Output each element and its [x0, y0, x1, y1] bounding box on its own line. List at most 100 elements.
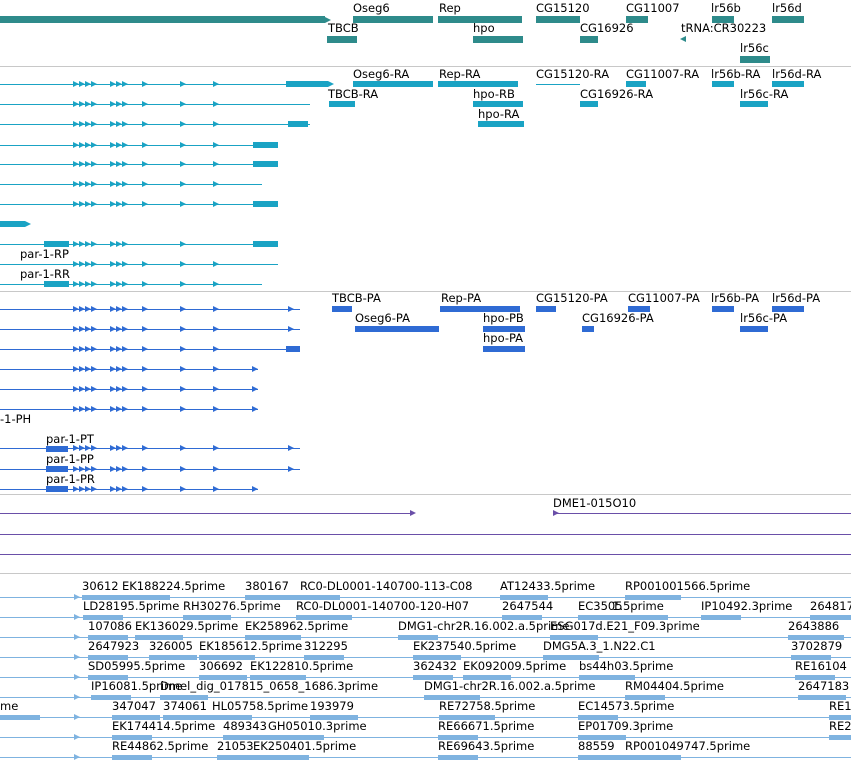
est-block[interactable]	[91, 695, 131, 700]
est-block[interactable]	[88, 655, 128, 660]
est-block[interactable]	[413, 655, 461, 660]
est-label[interactable]: 2648172	[810, 599, 851, 613]
est-label[interactable]: EC3505	[578, 599, 623, 613]
est-block[interactable]	[500, 595, 548, 600]
transcript-line[interactable]	[0, 145, 278, 146]
exon-block[interactable]	[0, 221, 25, 227]
transcript-line[interactable]	[0, 164, 278, 165]
est-block[interactable]	[199, 655, 255, 660]
est-label[interactable]: RE44862.5prime	[112, 739, 209, 753]
protein-line[interactable]	[0, 448, 300, 449]
gene-label[interactable]: TBCB	[328, 21, 359, 35]
est-label[interactable]: EK185612.5prime	[199, 639, 303, 653]
exon-block[interactable]	[46, 446, 68, 452]
protein-label[interactable]: Rep-PA	[441, 291, 482, 305]
clone-line[interactable]	[553, 513, 851, 514]
est-block[interactable]	[463, 675, 511, 680]
est-block[interactable]	[439, 715, 495, 720]
exon-block[interactable]	[740, 101, 768, 107]
est-label[interactable]: DMG1-chr2R.16.002.a.5prime	[398, 619, 570, 633]
est-block[interactable]	[88, 635, 128, 640]
exon-block[interactable]	[253, 142, 278, 148]
est-label[interactable]: IP10492.3prime	[701, 599, 793, 613]
est-block[interactable]	[625, 695, 665, 700]
exon-block[interactable]	[44, 241, 69, 247]
est-label[interactable]: 107086	[88, 619, 132, 633]
est-block[interactable]	[160, 695, 208, 700]
exon-block[interactable]	[483, 346, 525, 352]
est-label[interactable]: RH30276.5prime	[183, 599, 281, 613]
gene-bar[interactable]	[626, 16, 648, 23]
exon-block[interactable]	[582, 326, 594, 332]
est-label[interactable]: me	[0, 699, 19, 713]
est-label[interactable]: 3702879	[791, 639, 843, 653]
est-block[interactable]	[578, 735, 626, 740]
protein-line[interactable]	[0, 349, 300, 350]
est-label[interactable]: EK237540.5prime	[413, 639, 517, 653]
est-block[interactable]	[304, 655, 344, 660]
exon-block[interactable]	[473, 101, 523, 107]
protein-line[interactable]	[0, 409, 258, 410]
est-label[interactable]: RC0-DL0001-140700-113-C08	[300, 579, 473, 593]
est-block[interactable]	[438, 755, 478, 760]
est-label[interactable]: DMG1-chr2R.16.002.a.5prime	[424, 679, 596, 693]
gene-label[interactable]: lr56b	[711, 1, 741, 15]
est-label[interactable]: 374061	[163, 699, 207, 713]
est-block[interactable]	[82, 595, 122, 600]
exon-block[interactable]	[712, 81, 734, 87]
est-label[interactable]: bs44h03.5prime	[579, 659, 674, 673]
gene-label[interactable]: CG11007	[626, 1, 680, 15]
gene-label[interactable]: lr56d	[772, 1, 802, 15]
est-label[interactable]: EK174414.5prime	[112, 719, 216, 733]
est-label[interactable]: RP001049747.5prime	[625, 739, 751, 753]
est-block[interactable]	[578, 755, 626, 760]
protein-label[interactable]: Oseg6-PA	[355, 311, 410, 325]
clone-line[interactable]	[0, 513, 410, 514]
protein-line[interactable]	[0, 489, 258, 490]
transcript-line[interactable]	[0, 244, 278, 245]
est-label[interactable]: 380167	[245, 579, 289, 593]
est-label[interactable]: RE1	[829, 699, 851, 713]
est-block[interactable]	[795, 675, 835, 680]
est-label[interactable]: 193979	[310, 699, 354, 713]
est-block[interactable]	[112, 735, 152, 740]
est-label[interactable]: SD05995.5prime	[88, 659, 186, 673]
gene-bar[interactable]	[536, 16, 580, 23]
exon-block[interactable]	[580, 101, 598, 107]
est-block[interactable]	[829, 735, 851, 740]
exon-block[interactable]	[483, 326, 525, 332]
gene-bar[interactable]	[0, 16, 325, 23]
est-block[interactable]	[253, 755, 309, 760]
est-block[interactable]	[296, 615, 352, 620]
protein-line[interactable]	[0, 309, 300, 310]
gene-label[interactable]: tRNA:CR30223	[681, 21, 767, 35]
protein-label[interactable]: CG15120-PA	[536, 291, 608, 305]
gene-label[interactable]: hpo	[473, 21, 495, 35]
protein-label[interactable]: hpo-PB	[483, 311, 524, 325]
est-block[interactable]	[88, 675, 128, 680]
exon-block[interactable]	[286, 346, 300, 352]
est-label[interactable]: 1.5prime	[612, 599, 664, 613]
clone-line[interactable]	[0, 554, 851, 555]
est-block[interactable]	[550, 635, 598, 640]
est-block[interactable]	[701, 615, 741, 620]
exon-block[interactable]	[353, 81, 433, 87]
est-line[interactable]	[0, 717, 851, 718]
est-block[interactable]	[578, 615, 626, 620]
exon-block[interactable]	[288, 121, 308, 127]
gene-bar[interactable]	[580, 36, 598, 43]
est-line[interactable]	[0, 617, 851, 618]
est-block[interactable]	[502, 615, 542, 620]
est-block[interactable]	[310, 715, 358, 720]
est-block[interactable]	[245, 595, 301, 600]
protein-label[interactable]: par-1-PR	[46, 472, 95, 486]
est-block[interactable]	[135, 635, 183, 640]
est-label[interactable]: DMG5A.3_1.N22.C1	[543, 639, 656, 653]
est-block[interactable]	[625, 755, 681, 760]
protein-line[interactable]	[0, 369, 258, 370]
transcript-label[interactable]: lr56c-RA	[740, 87, 789, 101]
est-block[interactable]	[250, 675, 306, 680]
transcript-label[interactable]: CG15120-RA	[536, 67, 610, 81]
est-block[interactable]	[398, 635, 438, 640]
clone-line[interactable]	[0, 534, 851, 535]
